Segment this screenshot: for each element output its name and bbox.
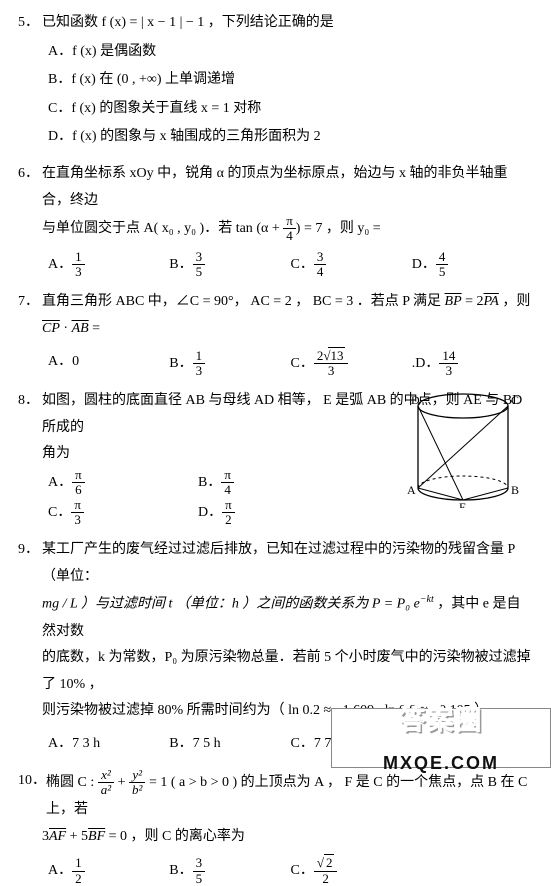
exponent: −kt <box>420 594 434 605</box>
frac-y2-b2: y²b² <box>129 768 145 798</box>
q7-option-d: .D．143 <box>412 349 533 379</box>
q7-option-a: A．0 <box>48 349 169 379</box>
q6-number: 6． <box>18 161 42 214</box>
q6-pre: 与单位圆交于点 A( x₀ , y₀ )．若 tan <box>42 221 253 236</box>
q8-option-c: C．π3 <box>48 498 198 528</box>
q5-options: A．f (x) 是偶函数 B．f (x) 在 (0 , +∞) 上单调递增 C．… <box>18 39 533 151</box>
svg-text:A: A <box>407 483 416 497</box>
q5-text: 已知函数 f (x) = | x − 1 | − 1 ，下列结论正确的是 <box>42 10 533 37</box>
q10-option-c: C．√22 <box>291 856 412 886</box>
question-5: 5． 已知函数 f (x) = | x − 1 | − 1 ，下列结论正确的是 … <box>18 10 533 151</box>
question-10: 10． 椭圆 C : x²a² + y²b² = 1 ( a > b > 0 )… <box>18 768 533 886</box>
q6-text-b: 与单位圆交于点 A( x₀ , y₀ )．若 tan (α + π4) = 7 … <box>42 214 533 244</box>
q7-stem-line1: 7． 直角三角形 ABC 中，∠C = 90°， AC = 2 ， BC = 3… <box>18 289 533 316</box>
q6-option-a: A．13 <box>48 250 169 280</box>
q7-text-b: CP · AB = <box>42 316 533 343</box>
vector-bp: BP <box>445 294 462 309</box>
q5-number: 5． <box>18 10 42 37</box>
q8-option-d: D．π2 <box>198 498 348 528</box>
q8-option-a: A．π6 <box>48 468 198 498</box>
q9-option-b: B．7 5 h <box>169 731 290 758</box>
q7-option-b: B．13 <box>169 349 290 379</box>
q7-text-a: 直角三角形 ABC 中，∠C = 90°， AC = 2 ， BC = 3 ．若… <box>42 289 533 316</box>
q7-options: A．0 B．13 C．2133 .D．143 <box>18 349 533 379</box>
q5-option-d: D．f (x) 的图象与 x 轴围成的三角形面积为 2 <box>48 124 533 151</box>
q9-stem-line1: 9． 某工厂产生的废气经过过滤后排放，已知在过滤过程中的污染物的残留含量 P（单… <box>18 537 533 590</box>
watermark-line1: 答案圈 <box>399 696 483 745</box>
q10-number: 10． <box>18 768 46 824</box>
q7-stem-line2: CP · AB = <box>18 316 533 343</box>
q10-option-a: A．12 <box>48 856 169 886</box>
q9-text-a: 某工厂产生的废气经过过滤后排放，已知在过滤过程中的污染物的残留含量 P（单位： <box>42 537 533 590</box>
vector-pa: PA <box>484 294 499 309</box>
cylinder-diagram: D C A B E <box>403 388 523 508</box>
q9-option-a: A．7 3 h <box>48 731 169 758</box>
q5-option-b: B．f (x) 在 (0 , +∞) 上单调递增 <box>48 67 533 94</box>
q6-paren-r: ) <box>296 221 301 236</box>
vector-bf: BF <box>88 829 105 844</box>
question-6: 6． 在直角坐标系 xOy 中，锐角 α 的顶点为坐标原点，始边与 x 轴的非负… <box>18 161 533 279</box>
q10-stem-line2: 3AF + 5BF = 0 ，则 C 的离心率为 <box>18 824 533 851</box>
watermark: 答案圈 MXQE.COM <box>331 708 551 768</box>
q10-options: A．12 B．35 C．√22 <box>18 856 533 886</box>
watermark-line2: MXQE.COM <box>383 746 499 780</box>
q6-stem-line2: 与单位圆交于点 A( x₀ , y₀ )．若 tan (α + π4) = 7 … <box>18 214 533 244</box>
q6-option-b: B．35 <box>169 250 290 280</box>
q6-stem-line1: 6． 在直角坐标系 xOy 中，锐角 α 的顶点为坐标原点，始边与 x 轴的非负… <box>18 161 533 214</box>
q5-stem: 5． 已知函数 f (x) = | x − 1 | − 1 ，下列结论正确的是 <box>18 10 533 37</box>
q6-text-a: 在直角坐标系 xOy 中，锐角 α 的顶点为坐标原点，始边与 x 轴的非负半轴重… <box>42 161 533 214</box>
q6-alpha: α + <box>261 221 280 236</box>
question-7: 7． 直角三角形 ABC 中，∠C = 90°， AC = 2 ， BC = 3… <box>18 289 533 378</box>
q6-option-c: C．34 <box>291 250 412 280</box>
q8-option-b: B．π4 <box>198 468 348 498</box>
q10-option-b: B．35 <box>169 856 290 886</box>
svg-text:C: C <box>511 393 519 407</box>
q8-number: 8． <box>18 388 42 441</box>
q9-stem-line2: mg / L ）与过滤时间 t （单位：h ）之间的函数关系为 P = P₀ e… <box>18 590 533 645</box>
q5-option-c: C．f (x) 的图象关于直线 x = 1 对称 <box>48 96 533 123</box>
q6-pi-over-4: π4 <box>283 214 296 244</box>
q9-stem-line3: 的底数，k 为常数，P₀ 为原污染物总量．若前 5 个小时废气中的污染物被过滤掉… <box>18 645 533 698</box>
q9-text-b: mg / L ）与过滤时间 t （单位：h ）之间的函数关系为 P = P₀ e… <box>42 590 533 645</box>
svg-text:B: B <box>511 483 519 497</box>
q9-number: 9． <box>18 537 42 590</box>
q6-option-d: D．45 <box>412 250 533 280</box>
vector-ab: AB <box>72 321 89 336</box>
q7-option-c: C．2133 <box>291 349 412 379</box>
svg-text:E: E <box>459 500 466 508</box>
q7-number: 7． <box>18 289 42 316</box>
q6-options: A．13 B．35 C．34 D．45 <box>18 250 533 280</box>
q6-mid: = 7 ，则 y₀ = <box>304 221 381 236</box>
q5-option-a: A．f (x) 是偶函数 <box>48 39 533 66</box>
vector-af: AF <box>49 829 66 844</box>
svg-text:D: D <box>411 393 420 407</box>
q8-options: A．π6 B．π4 C．π3 D．π2 <box>18 468 348 527</box>
frac-x2-a2: x²a² <box>98 768 114 798</box>
q10-text-b: 3AF + 5BF = 0 ，则 C 的离心率为 <box>42 824 533 851</box>
question-8: 8． 如图，圆柱的底面直径 AB 与母线 AD 相等， E 是弧 AB 的中点，… <box>18 388 533 527</box>
vector-cp: CP <box>42 321 60 336</box>
